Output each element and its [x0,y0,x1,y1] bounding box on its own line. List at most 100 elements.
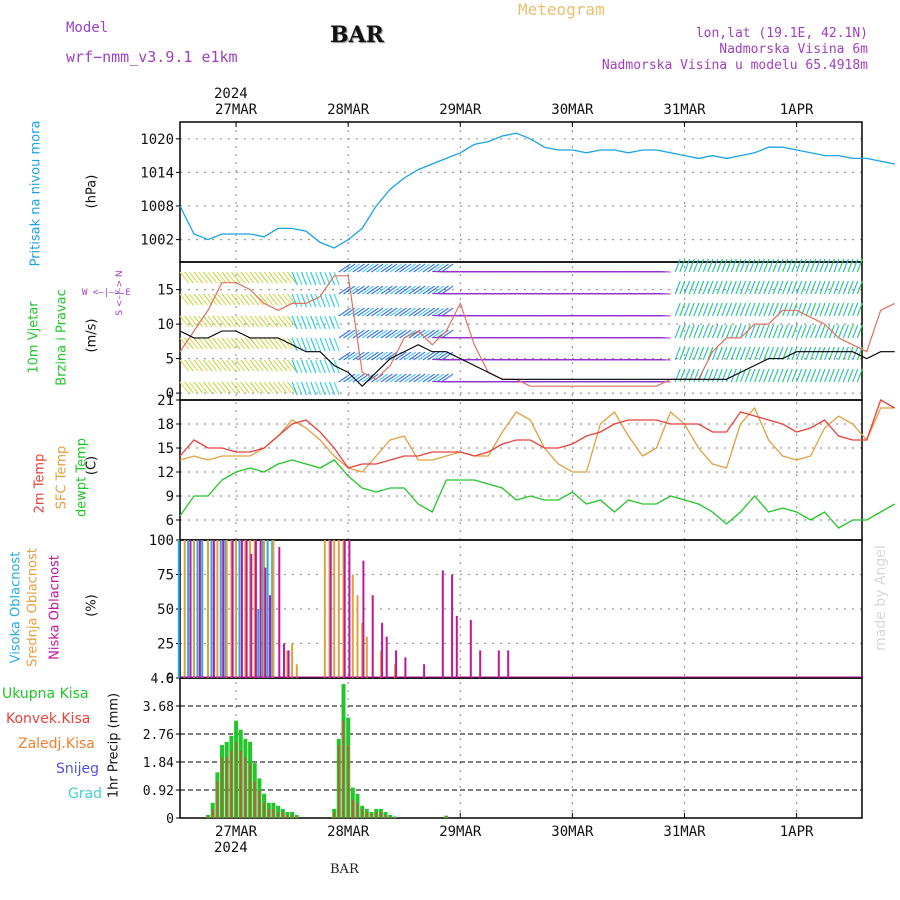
wind-arrow [268,337,278,350]
precip-bar-convective [263,802,265,818]
wind-arrow [716,368,723,383]
dewpt-line [179,459,896,529]
cloud-bar-mid [235,540,238,678]
cloud-bar-low [479,650,482,678]
wind-arrow [814,280,821,295]
wind-arrow [768,258,775,273]
wind-arrow [212,271,222,284]
wind-arrow [338,373,351,383]
cloud-bar-low [451,574,454,678]
precip-bar-convective [389,816,391,818]
wind-arrow [179,359,190,372]
wind-arrow [413,263,426,273]
wind-arrow [791,302,798,317]
wind-arrow [796,346,803,361]
wind-arrow [352,373,365,383]
wind-arrow [305,381,312,396]
wind-arrow [226,337,236,350]
wind-arrow [235,359,246,372]
wind-arrow [674,280,681,295]
precip-bar-convective [258,790,261,818]
cloud-bar-low [264,567,267,678]
wind-arrow [838,346,845,361]
wind-arrow [739,324,747,339]
wind-arrow [800,280,807,295]
cloud-bar-mid [291,643,294,678]
wind-arrow [842,368,849,383]
x-tick-label-top: 30MAR [551,102,594,118]
wind-arrow [221,293,232,306]
wind-arrow [193,337,204,350]
wind-arrow [702,324,709,339]
wind-arrow [380,329,393,339]
wind-arrow [777,280,784,295]
wind-arrow [216,293,227,306]
wind-arrow [310,293,317,308]
wind-arrow [263,359,274,372]
wind-arrow [399,307,412,317]
precip-bar-convective [235,741,237,818]
wind-arrow [249,381,260,394]
model-name: wrf−nmm_v3.9.1 e1km [66,48,238,66]
wind-arrow [716,280,723,295]
wind-arrow [198,381,208,394]
wind-arrow [277,337,288,350]
wind-arrow [754,302,761,317]
wind-arrow [202,337,213,350]
wind-arrow [674,346,681,361]
wind-arrow [263,381,274,394]
wind-arrow [343,263,356,273]
wind-arrow [838,324,845,339]
y-tick-label: 6 [166,513,174,529]
wind-arrow [838,368,845,383]
wind-arrow [697,280,705,295]
wind-arrow [763,368,770,383]
y-tick-label: 4.6 [151,672,174,687]
wind-arrow [688,368,695,383]
year-top: 2024 [214,86,248,102]
wind-arrow [207,359,218,372]
cloud-bar-low [240,540,243,678]
wind-arrow [389,307,403,317]
wind-arrow [702,346,709,361]
wind-arrow [697,346,705,361]
wind-arrow [413,307,426,317]
wind-arrow [254,381,264,394]
wind-arrow [314,337,322,352]
wind-arrow [805,258,812,273]
wind-arrow [786,324,793,339]
wind-arrow [716,346,723,361]
wind-arrow [314,271,322,286]
x-tick-label-bottom: 28MAR [327,824,370,840]
cloud-bar-mid [216,540,219,678]
wind-arrow [221,315,232,328]
wind-arrow [847,302,854,317]
wind-arrow [417,351,431,361]
wind-arrow [679,324,686,339]
wind-arrow [782,302,789,317]
wind-arrow [810,346,817,361]
wind-arrow [828,258,835,273]
wind-arrow [711,368,719,383]
wind-arrow [244,315,255,328]
wind-arrow [324,315,331,330]
cloud-bar-low [441,570,444,678]
wind-arrow [268,271,278,284]
cloud-bar-low [269,595,271,678]
cloud-bar-low [254,540,257,678]
wind-arrow [375,285,389,295]
wind-arrow [296,315,303,330]
wind-arrow [352,329,365,339]
cloud-bar-low [278,546,281,678]
wind-arrow [725,346,733,361]
cloud-bar-low [395,650,398,678]
cloud-bar-high [210,540,213,678]
wind-arrow [352,263,365,273]
wind-arrow [800,324,807,339]
wind-arrow [268,315,278,328]
precip-bar-convective [277,811,279,818]
precip-bar-convective [338,745,340,818]
wind-arrow [842,258,849,273]
wind-arrow [240,315,250,328]
cloud-bar-high [177,540,180,678]
